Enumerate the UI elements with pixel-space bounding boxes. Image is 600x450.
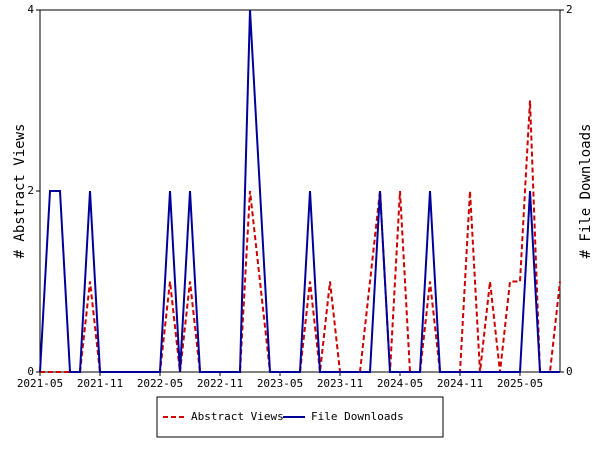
x-tick-label: 2023-11	[317, 377, 363, 390]
series-line	[40, 100, 561, 373]
y-tick-label: 2	[27, 184, 34, 197]
x-tick-label: 2022-11	[197, 377, 243, 390]
plot-frame	[39, 9, 561, 373]
legend-label: Abstract Views	[191, 410, 284, 423]
x-tick-label: 2023-05	[257, 377, 303, 390]
y2-axis-title: # File Downloads	[578, 124, 594, 259]
x-tick-label: 2024-11	[437, 377, 483, 390]
y2-tick-label: 0	[566, 365, 573, 378]
series-line	[39, 9, 560, 373]
x-tick-label: 2025-05	[497, 377, 543, 390]
x-tick-label: 2024-05	[377, 377, 423, 390]
y-tick-label: 0	[27, 365, 34, 378]
y-axis-title: # Abstract Views	[12, 124, 28, 259]
x-tick-label: 2021-05	[17, 377, 63, 390]
legend-label: File Downloads	[311, 410, 404, 423]
x-tick-label: 2022-05	[137, 377, 183, 390]
y-tick-label: 4	[27, 3, 34, 16]
y2-tick-label: 2	[566, 3, 573, 16]
x-tick-label: 2021-11	[77, 377, 123, 390]
